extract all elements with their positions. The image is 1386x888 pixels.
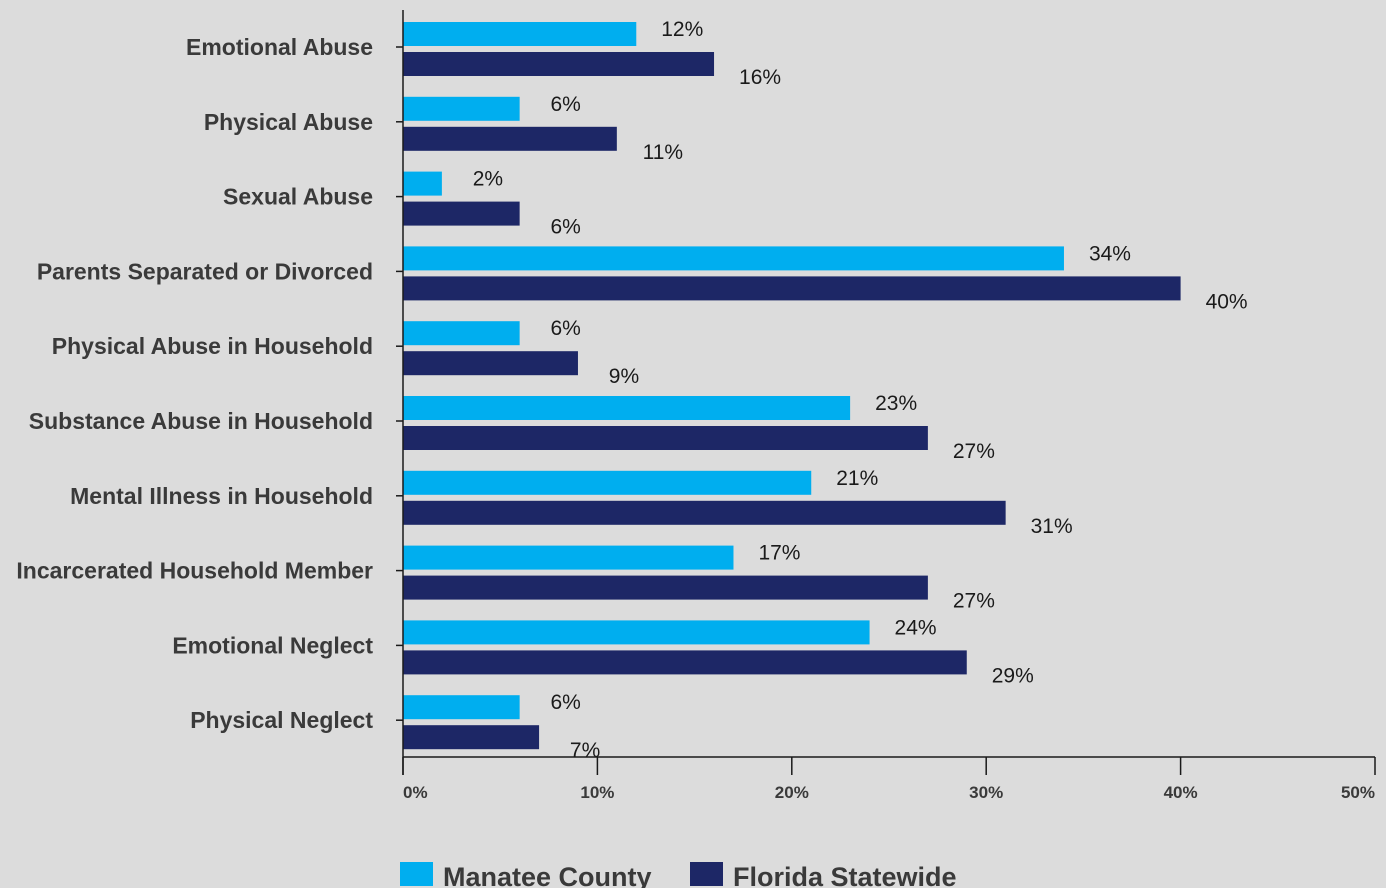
bar-florida-sexual-abuse (403, 202, 520, 226)
category-label-emotional-abuse: Emotional Abuse (186, 34, 373, 60)
legend: Manatee County Florida Statewide (400, 862, 957, 888)
data-label-manatee-physical-abuse: 6% (550, 93, 580, 116)
data-label-florida-physical-neglect: 7% (570, 739, 600, 762)
data-label-florida-physical-abuse-in-household: 9% (609, 365, 639, 388)
data-label-manatee-emotional-neglect: 24% (895, 616, 937, 639)
data-label-florida-physical-abuse: 11% (643, 141, 683, 164)
x-tick-label: 50% (1341, 783, 1375, 802)
bar-manatee-emotional-neglect (403, 620, 870, 644)
legend-swatch-manatee (400, 862, 433, 886)
x-tick-label: 10% (580, 783, 614, 802)
category-label-sexual-abuse: Sexual Abuse (223, 184, 373, 210)
bar-florida-physical-abuse (403, 127, 617, 151)
category-label-physical-abuse: Physical Abuse (204, 109, 373, 135)
bar-manatee-sexual-abuse (403, 172, 442, 196)
data-label-florida-incarcerated-household-member: 27% (953, 590, 995, 613)
category-labels-group: Emotional Abuse Physical Abuse Sexual Abus… (16, 34, 373, 733)
category-label-mental-illness-in-household: Mental Illness in Household (70, 483, 373, 509)
bar-manatee-physical-abuse-in-household (403, 321, 520, 345)
bar-florida-parents-separated-or-divorced (403, 276, 1181, 300)
legend-label-florida: Florida Statewide (733, 862, 957, 888)
bar-manatee-mental-illness-in-household (403, 471, 811, 495)
bars-group (403, 22, 1181, 749)
category-label-substance-abuse-in-household: Substance Abuse in Household (29, 408, 373, 434)
bar-florida-emotional-neglect (403, 650, 967, 674)
data-label-florida-sexual-abuse: 6% (550, 216, 580, 239)
bar-florida-physical-neglect (403, 725, 539, 749)
bar-florida-substance-abuse-in-household (403, 426, 928, 450)
bar-manatee-physical-neglect (403, 695, 520, 719)
data-label-manatee-emotional-abuse: 12% (661, 18, 703, 41)
data-label-manatee-sexual-abuse: 2% (473, 168, 503, 191)
bar-florida-mental-illness-in-household (403, 501, 1006, 525)
legend-label-manatee: Manatee County (443, 862, 652, 888)
bar-manatee-substance-abuse-in-household (403, 396, 850, 420)
bar-manatee-emotional-abuse (403, 22, 636, 46)
x-tick-label: 40% (1164, 783, 1198, 802)
bar-manatee-incarcerated-household-member (403, 546, 733, 570)
data-label-manatee-physical-neglect: 6% (550, 691, 580, 714)
category-label-emotional-neglect: Emotional Neglect (172, 632, 373, 658)
data-label-manatee-physical-abuse-in-household: 6% (550, 317, 580, 340)
data-label-florida-substance-abuse-in-household: 27% (953, 440, 995, 463)
bar-manatee-parents-separated-or-divorced (403, 246, 1064, 270)
bar-florida-incarcerated-household-member (403, 576, 928, 600)
category-label-physical-abuse-in-household: Physical Abuse in Household (52, 333, 373, 359)
category-label-incarcerated-household-member: Incarcerated Household Member (16, 558, 373, 584)
legend-swatch-florida (690, 862, 723, 886)
bar-florida-emotional-abuse (403, 52, 714, 76)
data-label-florida-parents-separated-or-divorced: 40% (1206, 290, 1248, 313)
data-label-manatee-parents-separated-or-divorced: 34% (1089, 242, 1131, 265)
category-label-parents-separated-or-divorced: Parents Separated or Divorced (37, 258, 373, 284)
data-label-manatee-substance-abuse-in-household: 23% (875, 392, 917, 415)
x-tick-label: 20% (775, 783, 809, 802)
category-label-physical-neglect: Physical Neglect (190, 707, 373, 733)
data-label-florida-mental-illness-in-household: 31% (1031, 515, 1073, 538)
bar-florida-physical-abuse-in-household (403, 351, 578, 375)
x-tick-label: 30% (969, 783, 1003, 802)
bar-manatee-physical-abuse (403, 97, 520, 121)
data-label-manatee-incarcerated-household-member: 17% (758, 542, 800, 565)
data-label-florida-emotional-neglect: 29% (992, 664, 1034, 687)
x-tick-label: 0% (403, 783, 428, 802)
data-label-manatee-mental-illness-in-household: 21% (836, 467, 878, 490)
data-label-florida-emotional-abuse: 16% (739, 66, 781, 89)
